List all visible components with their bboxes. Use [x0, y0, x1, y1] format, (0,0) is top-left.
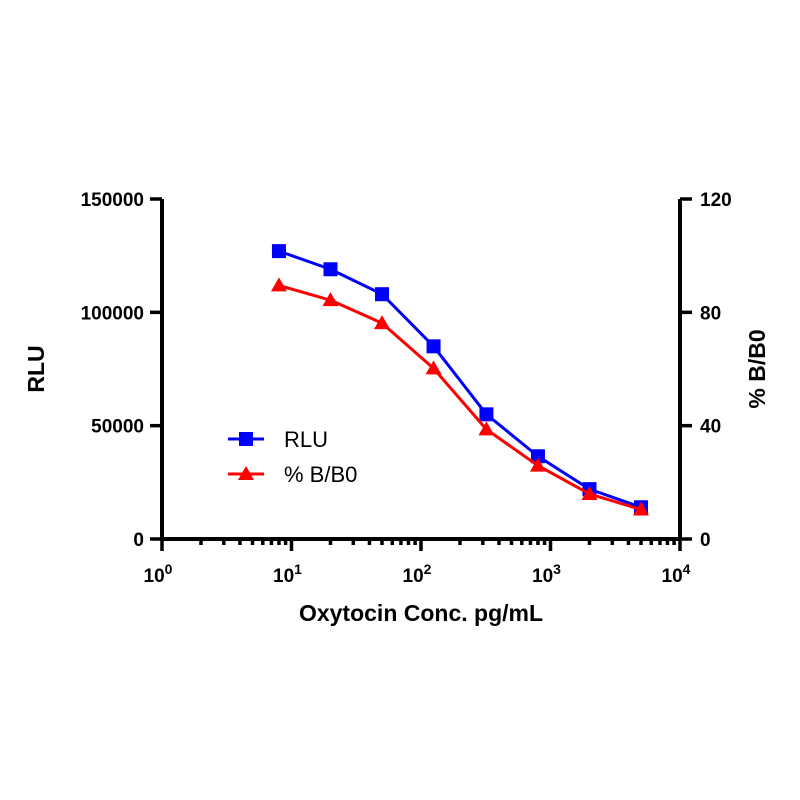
data-point	[323, 262, 338, 277]
x-tick-label: 104	[662, 561, 691, 587]
legend-label: RLU	[284, 427, 328, 452]
data-point	[375, 287, 390, 302]
x-tick-label-base: 10	[532, 566, 553, 587]
data-point	[374, 315, 391, 330]
legend: RLU % B/B0	[228, 427, 357, 487]
x-tick-label-exponent: 3	[553, 561, 561, 577]
data-point	[426, 339, 441, 354]
x-tick-label: 102	[403, 561, 432, 587]
right-y-tick-label: 40	[700, 417, 721, 438]
x-tick-label-base: 10	[403, 566, 424, 587]
left-y-tick-label: 100000	[81, 303, 144, 324]
legend-label: % B/B0	[284, 462, 357, 487]
right-y-tick-label: 0	[700, 530, 711, 551]
data-point	[581, 485, 598, 500]
x-tick-label: 103	[532, 561, 561, 587]
left-y-tick-label: 0	[133, 530, 144, 551]
data-point	[425, 360, 442, 375]
data-point	[633, 501, 650, 516]
x-tick-label-exponent: 1	[294, 561, 302, 577]
left-y-tick-label: 50000	[91, 417, 144, 438]
series-line	[278, 249, 642, 509]
left-y-tick-label: 150000	[81, 190, 144, 211]
right-y-tick-label: 80	[700, 303, 721, 324]
x-tick-label-base: 10	[662, 566, 683, 587]
right-y-axis-title: % B/B0	[744, 329, 770, 408]
x-tick-label-exponent: 4	[683, 561, 691, 577]
right-y-tick-label: 120	[700, 190, 732, 211]
x-axis-title: Oxytocin Conc. pg/mL	[299, 600, 543, 626]
legend-marker	[238, 466, 254, 480]
series-line	[278, 283, 642, 511]
data-point	[271, 244, 286, 259]
x-tick-label-base: 10	[273, 566, 294, 587]
data-point	[530, 449, 545, 464]
labels: Oxytocin Conc. pg/mL RLU % B/B0	[23, 329, 770, 626]
data-point	[479, 407, 494, 422]
data-point	[529, 457, 546, 472]
legend-marker	[239, 432, 253, 446]
x-tick-label: 101	[273, 561, 302, 587]
axes	[160, 199, 682, 541]
data-point	[270, 277, 287, 292]
data-point	[322, 292, 339, 307]
data-point	[478, 421, 495, 436]
x-tick-label-exponent: 0	[165, 561, 173, 577]
left-y-axis-title: RLU	[23, 345, 49, 392]
x-tick-label-base: 10	[144, 566, 165, 587]
x-tick-label-exponent: 2	[424, 561, 432, 577]
series	[270, 244, 650, 516]
x-tick-label: 100	[144, 561, 173, 587]
